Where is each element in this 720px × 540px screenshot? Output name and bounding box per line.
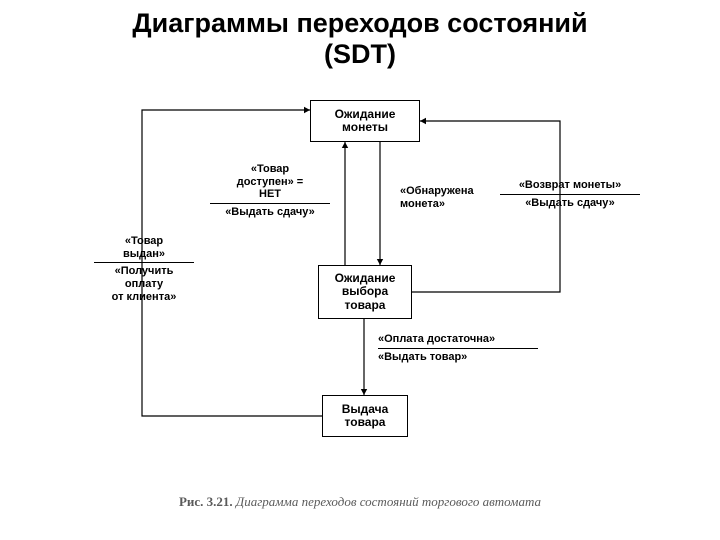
state-node-n2: Ожиданиевыборатовара (318, 265, 412, 319)
edge-label-e4: «Возврат монеты»«Выдать сдачу» (500, 179, 640, 209)
page-title: Диаграммы переходов состояний(SDT) (0, 8, 720, 70)
state-node-n1: Ожиданиемонеты (310, 100, 420, 142)
state-diagram: Ожиданиемонеты Ожиданиевыборатовара Выдача… (100, 95, 620, 475)
edge-label-e5: «Товарвыдан»«Получитьоплатуот клиента» (94, 235, 194, 303)
state-node-n3: Выдачатовара (322, 395, 408, 437)
edge-label-e2: «Товардоступен» =НЕТ«Выдать сдачу» (210, 163, 330, 219)
edge-label-e1: «Обнаруженамонета» (400, 185, 510, 210)
figure-caption: Рис. 3.21. Диаграмма переходов состояний… (0, 494, 720, 510)
caption-prefix: Рис. 3.21. (179, 494, 233, 509)
edge-label-e3: «Оплата достаточна»«Выдать товар» (378, 333, 538, 363)
caption-text: Диаграмма переходов состояний торгового … (236, 494, 541, 509)
